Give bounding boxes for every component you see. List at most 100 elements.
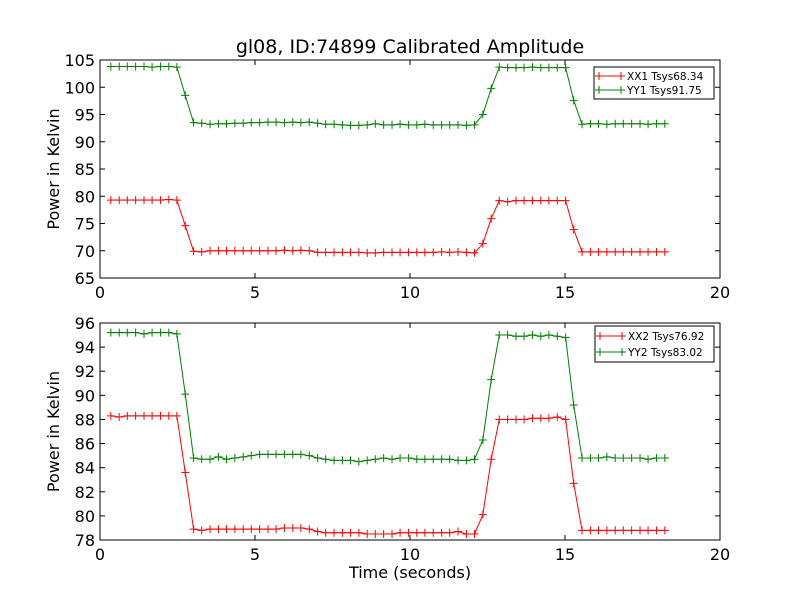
y-tick-label: 70 [75,242,95,261]
data-point-marker [247,246,256,255]
data-point-marker [239,246,248,255]
data-point-marker [652,247,661,256]
data-point-marker [222,525,231,534]
data-point-marker [288,246,297,255]
data-point-marker [660,526,669,535]
legend-swatch-marker [617,86,625,94]
data-point-marker [478,435,487,444]
legend-swatch-marker [596,332,604,340]
data-point-marker [280,450,289,459]
data-point-marker [487,375,496,384]
data-point-marker [272,525,281,534]
y-tick-label: 84 [75,459,95,478]
data-point-marker [115,328,124,337]
data-point-marker [487,84,496,93]
subplot-2: 0 5 10 15 20 78 80 82 84 86 88 90 92 94 96 Power in Kel… [44,314,730,582]
data-point-marker [197,526,206,535]
series-line [110,415,665,535]
data-point-marker [181,468,190,477]
series-yy1 [106,62,669,130]
y-tick-label: 96 [75,314,95,333]
data-point-marker [602,452,611,461]
data-point-marker [313,119,322,128]
data-point-marker [652,119,661,128]
series-yy2 [106,328,669,466]
data-point-marker [660,247,669,256]
data-point-marker [305,525,314,534]
data-point-marker [536,196,545,205]
data-point-marker [148,328,157,337]
data-point-marker [379,454,388,463]
data-point-marker [578,526,587,535]
data-point-marker [528,196,537,205]
data-point-marker [578,454,587,463]
data-point-marker [553,196,562,205]
data-point-marker [462,248,471,257]
data-point-marker [561,415,570,424]
data-point-marker [454,247,463,256]
data-point-marker [528,331,537,340]
data-point-marker [512,415,521,424]
data-point-marker [652,454,661,463]
y-axis-label: Power in Kelvin [44,371,63,492]
data-point-marker [189,247,198,256]
data-point-marker [644,455,653,464]
data-point-marker [321,528,330,537]
data-point-marker [305,246,314,255]
data-point-marker [437,455,446,464]
series-line [110,199,665,254]
data-point-marker [272,246,281,255]
data-point-marker [181,91,190,100]
data-point-marker [230,525,239,534]
data-point-marker [396,248,405,257]
data-point-marker [164,195,173,204]
data-point-marker [363,529,372,538]
legend-swatch-marker [618,348,626,356]
data-point-marker [660,119,669,128]
data-point-marker [321,120,330,129]
x-tick-label: 15 [555,545,575,564]
data-point-marker [611,454,620,463]
data-point-marker [206,246,215,255]
y-tick-label: 75 [75,215,95,234]
data-point-marker [131,411,140,420]
y-tick-label: 80 [75,187,95,206]
data-point-marker [140,329,149,338]
data-point-marker [396,528,405,537]
data-point-marker [214,246,223,255]
x-tick-label: 0 [95,283,105,302]
data-point-marker [156,62,165,71]
data-point-marker [594,526,603,535]
data-point-marker [214,119,223,128]
data-point-marker [553,413,562,422]
data-point-marker [156,196,165,205]
data-point-marker [363,456,372,465]
data-point-marker [388,529,397,538]
x-tick-label: 5 [250,283,260,302]
data-point-marker [660,454,669,463]
data-point-marker [354,528,363,537]
data-point-marker [652,526,661,535]
data-point-marker [164,62,173,71]
data-point-marker [106,328,115,337]
data-point-marker [445,455,454,464]
data-point-marker [106,196,115,205]
data-point-marker [354,248,363,257]
data-point-marker [230,246,239,255]
data-point-marker [594,247,603,256]
y-tick-label: 90 [75,386,95,405]
data-point-marker [404,454,413,463]
data-point-marker [330,456,339,465]
data-point-marker [478,510,487,519]
legend: XX1 Tsys68.34 YY1 Tsys91.75 [593,66,715,100]
data-point-marker [206,525,215,534]
data-point-marker [644,120,653,129]
data-point-marker [288,523,297,532]
data-point-marker [412,455,421,464]
data-point-marker [156,328,165,337]
data-point-marker [512,63,521,72]
data-point-marker [313,527,322,536]
data-point-marker [264,525,273,534]
data-point-marker [528,63,537,72]
data-point-marker [437,247,446,256]
